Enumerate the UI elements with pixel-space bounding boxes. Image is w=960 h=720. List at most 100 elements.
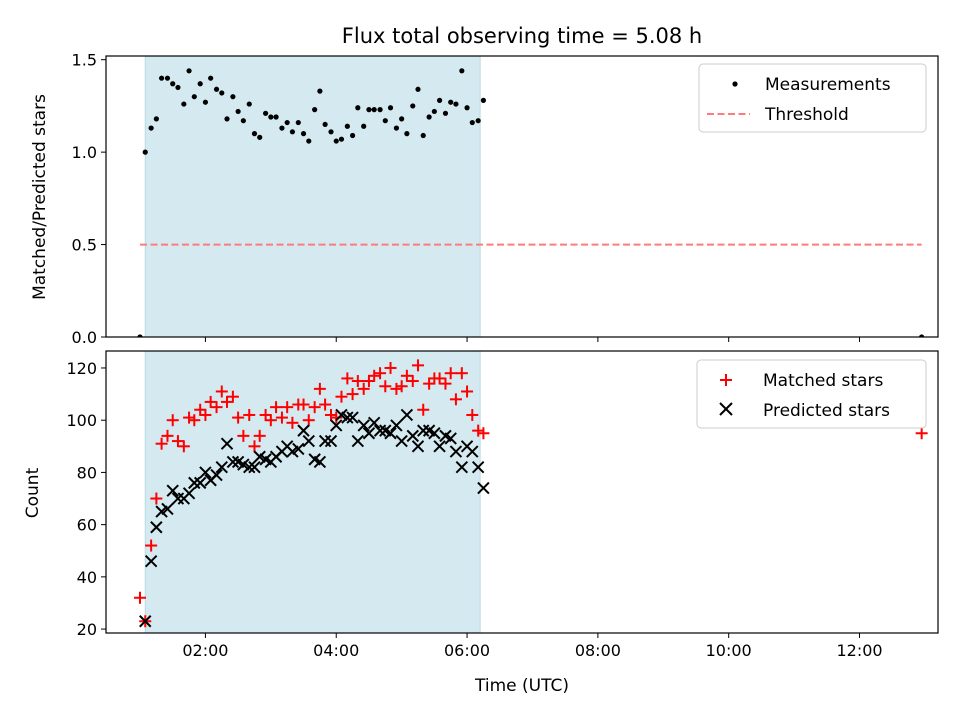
predicted-star-point [411, 440, 425, 453]
matched-star-point [243, 408, 256, 421]
matched-star-point [357, 382, 370, 395]
predicted-star-point [466, 445, 479, 458]
ytick-label: 80 [77, 463, 97, 482]
matched-star-point [313, 382, 326, 395]
measurement-point [284, 119, 290, 126]
measurement-point [404, 131, 410, 137]
predicted-star-point [471, 460, 485, 474]
measurement-point [306, 138, 312, 144]
measurement-point [426, 114, 432, 120]
legend-measurements-marker [732, 81, 738, 87]
matched-star-point [417, 403, 430, 416]
measurement-point [246, 101, 252, 107]
observing-span-bottom [144, 350, 481, 634]
panel-ratio: 0.0 0.5 1.0 1.5 Matched/Predicted stars Mea… [30, 51, 939, 347]
predicted-star-point [357, 419, 370, 432]
matched-star-point [161, 429, 174, 442]
matched-star-point [155, 437, 168, 450]
ytick-label: 60 [77, 516, 97, 535]
measurement-point [349, 132, 356, 139]
measurement-point [197, 81, 203, 87]
predicted-star-point [248, 460, 261, 474]
measurement-point [338, 136, 345, 142]
matched-star-point [449, 393, 462, 406]
measurement-point [224, 116, 230, 122]
predicted-star-point [144, 554, 158, 568]
measurement-point [202, 99, 209, 105]
measurement-point [191, 94, 197, 100]
measurement-point [158, 75, 165, 81]
legend-bottom-box [696, 359, 927, 429]
matched-star-point [166, 414, 179, 427]
measurement-point [919, 334, 925, 337]
measurement-point [410, 103, 416, 109]
measurement-point [355, 105, 361, 111]
predicted-star-point [297, 424, 310, 437]
ticks-bottom: 20 40 60 80 100 120 02:00 04:00 06:00 08:00 10:00 1… [66, 359, 882, 660]
measurement-point [186, 68, 192, 74]
predicted-star-point [166, 484, 179, 497]
xtick-label: 02:00 [182, 641, 228, 660]
matched-star-point [194, 403, 207, 416]
measurement-point [219, 90, 225, 96]
xtick-label: 04:00 [313, 641, 359, 660]
predicted-star-point [428, 427, 441, 440]
predicted-star-point [302, 434, 315, 448]
measurement-point [420, 132, 426, 139]
matched-star-point [253, 429, 266, 442]
matched-star-point [248, 440, 261, 453]
predicted-star-point [139, 615, 152, 628]
matched-star-point [308, 401, 321, 414]
measurement-point [475, 118, 481, 124]
measurement-point [289, 129, 296, 135]
predicted-star-point [384, 427, 397, 440]
predicted-star-point [406, 429, 419, 443]
xtick-label: 12:00 [836, 641, 882, 660]
measurement-point [399, 116, 405, 122]
predicted-star-point [182, 487, 196, 500]
predicted-star-point [292, 442, 305, 456]
matched-star-point [150, 492, 163, 505]
predicted-star-point [346, 411, 359, 424]
measurement-point [257, 134, 263, 140]
matched-star-point [384, 361, 397, 374]
ytick-label: 0.0 [72, 328, 97, 347]
xtick-label: 10:00 [706, 641, 752, 660]
ytick-label: 1.5 [72, 51, 97, 70]
ytick-label: 120 [66, 359, 97, 378]
matched-star-point [915, 427, 928, 440]
xtick-label: 06:00 [444, 641, 490, 660]
predicted-star-point [210, 468, 223, 482]
legend-predicted-marker [719, 402, 733, 416]
matched-star-point [351, 375, 364, 388]
matched-star-point [433, 372, 446, 385]
predicted-star-point [373, 424, 387, 437]
predicted-star-point [395, 434, 408, 448]
measurement-point [371, 107, 377, 113]
ytick-label: 20 [77, 620, 97, 639]
legend-matched-label: Matched stars [763, 371, 883, 391]
measurement-point [448, 99, 454, 105]
axes-frame-bottom [105, 350, 939, 634]
panel-count: 20 40 60 80 100 120 02:00 04:00 06:00 08:00 10:00 1… [23, 350, 939, 696]
matched-star-point [215, 385, 228, 398]
measurement-point [469, 119, 475, 126]
matched-star-point [221, 395, 234, 408]
measurement-point [164, 75, 171, 81]
matched-star-point [270, 401, 283, 414]
matched-star-point [281, 401, 294, 414]
matched-star-point [461, 385, 474, 398]
measurement-point [251, 131, 258, 137]
matched-star-point [302, 414, 315, 427]
ytick-label: 100 [66, 411, 97, 430]
predicted-points [139, 408, 490, 628]
figure-title: Flux total observing time = 5.08 h [342, 24, 702, 48]
predicted-star-point [444, 432, 457, 445]
matched-star-point [341, 372, 354, 385]
matched-star-point [210, 401, 223, 414]
matched-star-point [390, 382, 403, 395]
matched-star-point [374, 367, 387, 380]
matched-star-point [400, 369, 413, 382]
matched-star-point [325, 408, 338, 421]
